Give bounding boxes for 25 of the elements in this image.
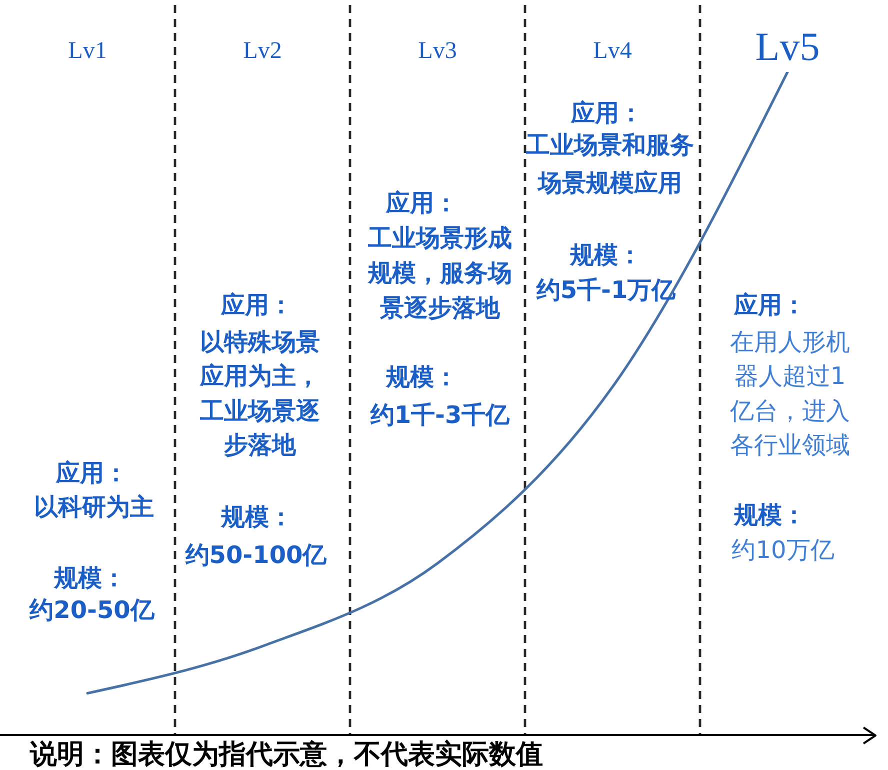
x-tick-label: Lv2	[243, 38, 282, 64]
annotation: 工业场景形成规模，服务场景逐步落地	[366, 222, 513, 324]
annotation: 应用：	[386, 188, 458, 219]
annotation: 工业场景和服务场景规模应用	[525, 130, 695, 199]
annotation: 在用人形机器人超过1亿台，进入各行业领域	[729, 326, 851, 462]
annotation: 规模：	[734, 500, 806, 531]
annotation: 应用：	[571, 98, 643, 129]
x-tick-label: Lv4	[593, 38, 632, 64]
annotation: 应用：	[56, 458, 128, 489]
annotation: 应用：	[734, 290, 806, 321]
annotation: 规模：	[54, 563, 126, 594]
annotation: 规模：	[221, 502, 293, 533]
annotation: 规模：	[570, 240, 642, 271]
annotation: 规模：	[386, 362, 458, 393]
annotation: 约50-100亿	[185, 540, 327, 571]
annotation: 以特殊场景应用为主，工业场景逐步落地	[198, 326, 321, 462]
x-tick-label: Lv5	[755, 24, 820, 69]
annotation: 约1千-3千亿	[370, 400, 510, 431]
x-tick-label: Lv3	[418, 38, 457, 64]
x-tick-label: Lv1	[68, 38, 107, 64]
annotation: 应用：	[221, 290, 293, 321]
annotation: 以科研为主	[34, 492, 154, 523]
text: 说明：图表仅为指代示意，不代表实际数值	[30, 738, 543, 770]
annotation: 约10万亿	[732, 535, 834, 566]
annotation: 约20-50亿	[30, 595, 154, 626]
